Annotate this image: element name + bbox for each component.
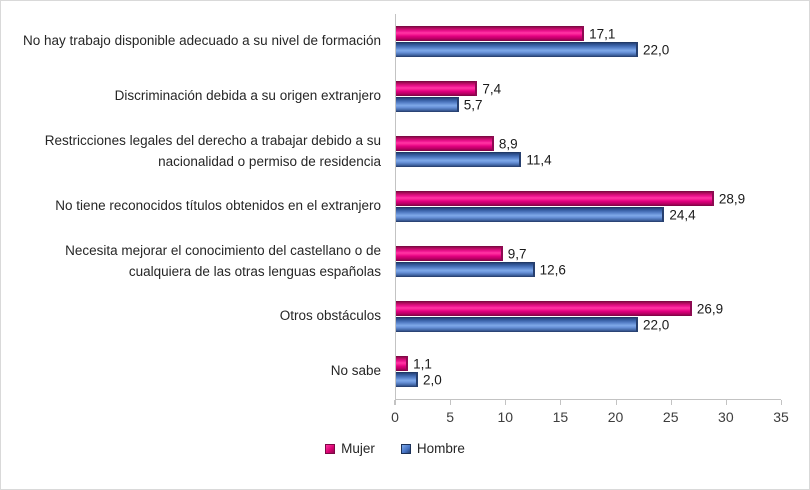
bar-mujer: 1,1 xyxy=(396,356,432,371)
category-label: No sabe xyxy=(330,363,381,379)
value-label-mujer: 7,4 xyxy=(482,81,502,96)
x-tick-label: 0 xyxy=(391,409,399,425)
value-label-hombre: 24,4 xyxy=(669,207,696,222)
x-tick-mark xyxy=(615,400,617,405)
x-tick-mark xyxy=(395,400,396,405)
bar-pair: 28,9 24,4 xyxy=(395,179,781,234)
bar-pair: 1,1 2,0 xyxy=(395,344,781,399)
category-label: Otros obstáculos xyxy=(279,308,381,324)
legend-item: Mujer xyxy=(325,441,375,456)
x-tick-label: 5 xyxy=(446,409,455,425)
x-tick-mark xyxy=(670,400,672,405)
bar-hombre: 2,0 xyxy=(396,372,442,387)
x-tick-mark xyxy=(560,400,562,405)
category-label: Restricciones legales del derecho a trab… xyxy=(44,132,381,169)
bar-pair: 9,7 12,6 xyxy=(395,234,781,289)
category-label: No hay trabajo disponible adecuado a su … xyxy=(23,33,381,49)
value-label-hombre: 12,6 xyxy=(539,262,566,277)
x-tick-mark xyxy=(505,400,507,405)
bar-mujer: 28,9 xyxy=(396,191,745,206)
x-tick-label: 10 xyxy=(497,409,514,425)
x-tick-label: 20 xyxy=(607,409,624,425)
value-label-hombre: 22,0 xyxy=(643,317,670,332)
value-label-hombre: 5,7 xyxy=(463,97,483,112)
value-label-mujer: 17,1 xyxy=(589,26,616,41)
x-axis-row: 0 5 10 15 20 25 30 35 xyxy=(9,399,789,431)
x-tick-label: 25 xyxy=(662,409,679,425)
plot-rows: No hay trabajo disponible adecuado a su … xyxy=(9,14,781,399)
bar-mujer: 26,9 xyxy=(396,301,723,316)
bar-mujer: 7,4 xyxy=(396,81,501,96)
value-label-mujer: 26,9 xyxy=(696,301,724,316)
bar-hombre: 22,0 xyxy=(396,42,669,57)
value-label-mujer: 28,9 xyxy=(718,191,746,206)
x-tick-label: 30 xyxy=(718,409,734,425)
bar-pair: 7,4 5,7 xyxy=(395,69,781,124)
x-tick-mark xyxy=(725,400,727,405)
value-label-hombre: 2,0 xyxy=(423,372,442,387)
chart-row: Necesita mejorar el conocimiento del cas… xyxy=(9,234,781,289)
value-label-mujer: 8,9 xyxy=(498,136,518,151)
x-tick-mark xyxy=(450,400,452,405)
legend: Mujer Hombre xyxy=(9,431,781,456)
category-label: Necesita mejorar el conocimiento del cas… xyxy=(65,242,381,279)
x-tick-mark xyxy=(781,400,782,405)
value-label-hombre: 22,0 xyxy=(643,42,670,57)
chart-row: No hay trabajo disponible adecuado a su … xyxy=(9,14,781,69)
chart-row: Restricciones legales del derecho a trab… xyxy=(9,124,781,179)
x-axis-spacer xyxy=(9,399,395,431)
category-label: No tiene reconocidos títulos obtenidos e… xyxy=(55,198,381,214)
legend-label: Hombre xyxy=(416,441,465,456)
x-axis: 0 5 10 15 20 25 30 35 xyxy=(391,399,789,431)
chart-row: No tiene reconocidos títulos obtenidos e… xyxy=(9,179,781,234)
bar-hombre: 22,0 xyxy=(396,317,669,332)
legend-label: Mujer xyxy=(341,441,375,456)
bar-hombre: 11,4 xyxy=(396,152,552,167)
bar-mujer: 17,1 xyxy=(396,26,615,41)
chart-row: No sabe 1,1 2,0 xyxy=(9,344,781,399)
value-label-mujer: 9,7 xyxy=(507,246,527,261)
chart-row: Discriminación debida a su origen extran… xyxy=(9,69,781,124)
legend-swatch-mujer xyxy=(325,443,336,454)
legend-item: Hombre xyxy=(400,441,465,456)
bar-mujer: 9,7 xyxy=(396,246,526,261)
bar-hombre: 24,4 xyxy=(396,207,696,222)
x-tick-label: 35 xyxy=(773,409,789,425)
chart-row: Otros obstáculos 26,9 22,0 xyxy=(9,289,781,344)
value-label-hombre: 11,4 xyxy=(526,152,552,167)
legend-swatch-hombre xyxy=(400,443,411,454)
bar-mujer: 8,9 xyxy=(396,136,518,151)
category-label: Discriminación debida a su origen extran… xyxy=(114,88,381,104)
bar-hombre: 12,6 xyxy=(396,262,566,277)
x-tick-label: 15 xyxy=(552,409,569,425)
bar-pair: 17,1 22,0 xyxy=(395,14,781,69)
value-label-mujer: 1,1 xyxy=(413,356,432,371)
bar-hombre: 5,7 xyxy=(396,97,482,112)
bar-pair: 26,9 22,0 xyxy=(395,289,781,344)
bar-pair: 8,9 11,4 xyxy=(395,124,781,179)
